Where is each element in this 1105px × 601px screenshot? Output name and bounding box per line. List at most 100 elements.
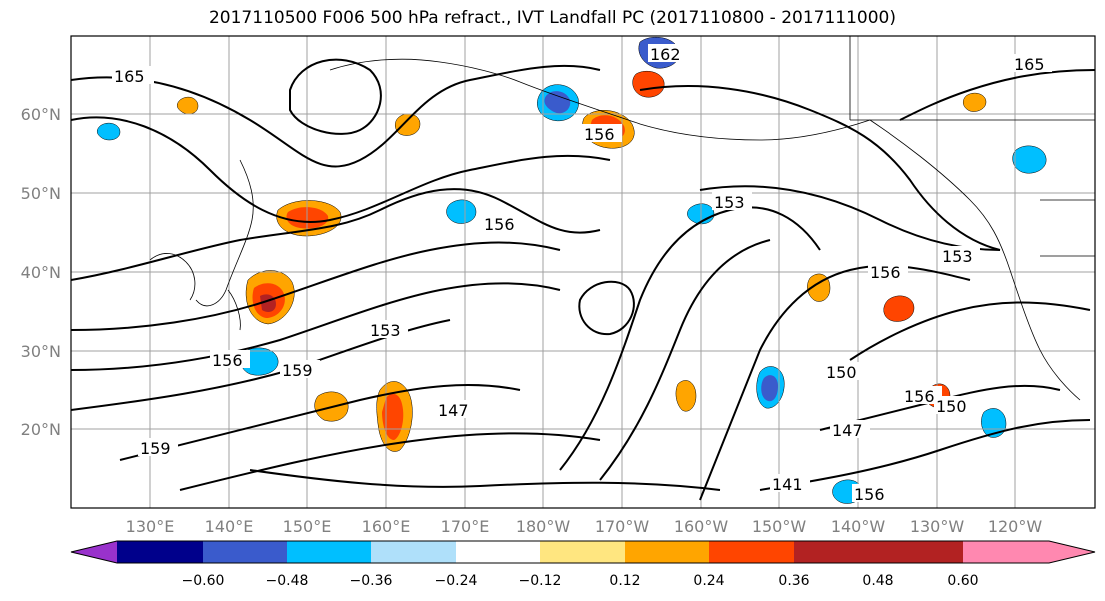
contour-label: 150 — [936, 397, 967, 416]
shade-blob — [544, 91, 571, 114]
contour-label: 147 — [832, 421, 863, 440]
contour-label: 165 — [114, 67, 145, 86]
lat-label: 20°N — [21, 420, 61, 439]
shade-blob — [675, 380, 697, 412]
colorbar-segment — [625, 541, 709, 563]
lon-label: 140°E — [205, 517, 254, 536]
label-halo — [902, 386, 942, 404]
coastline — [195, 159, 254, 307]
coastline — [1009, 269, 1081, 401]
label-halo — [824, 362, 864, 380]
colorbar-segment — [117, 541, 203, 563]
contour-label: 159 — [140, 439, 171, 458]
contour-line — [179, 432, 601, 491]
contour-line — [849, 301, 1091, 361]
coastline — [869, 119, 1011, 271]
lon-label: 130°W — [910, 517, 965, 536]
colorbar-segment — [287, 541, 371, 563]
contour-label: 156 — [484, 215, 515, 234]
contour-label: 150 — [826, 363, 857, 382]
contour-label: 159 — [282, 361, 313, 380]
lat-label: 40°N — [21, 263, 61, 282]
colorbar-tick-label: −0.36 — [350, 573, 393, 589]
label-halo — [138, 438, 178, 456]
colorbar-right-extend — [963, 541, 1095, 563]
contour-line — [71, 64, 601, 168]
colorbar-segment — [203, 541, 287, 563]
contour-label: 156 — [212, 351, 243, 370]
colorbar-segment — [456, 541, 540, 563]
lon-label: 170°W — [595, 517, 650, 536]
colorbar-tick-label: 0.12 — [609, 573, 640, 589]
label-halo — [210, 350, 250, 368]
contour-line — [699, 264, 971, 501]
longitude-axis: 130°E 140°E 150°E 160°E 170°E 180°W 170°… — [126, 517, 1043, 536]
lon-label: 140°W — [831, 517, 886, 536]
colorbar-segment — [794, 541, 878, 563]
contour-label: 156 — [870, 263, 901, 282]
contour-line — [578, 280, 635, 336]
colorbar-segment — [878, 541, 963, 563]
colorbar-segment — [540, 541, 625, 563]
contour-label: 156 — [584, 125, 615, 144]
label-halo — [112, 66, 154, 84]
contour-line — [559, 206, 821, 471]
label-halo — [940, 246, 980, 264]
shade-blob — [1012, 145, 1047, 174]
label-halo — [712, 192, 752, 210]
contour-label: 165 — [1014, 55, 1045, 74]
colorbar-segment — [709, 541, 794, 563]
shade-blob — [632, 71, 665, 98]
latitude-axis: 60°N 50°N 40°N 30°N 20°N — [21, 105, 61, 439]
label-halo — [436, 400, 476, 418]
map-layers — [71, 36, 1095, 508]
label-halo — [648, 44, 692, 62]
lon-label: 130°E — [126, 517, 175, 536]
contour-line — [759, 419, 1091, 491]
contour-label: 156 — [904, 387, 935, 406]
contour-line — [71, 241, 561, 331]
lon-label: 180°W — [516, 517, 571, 536]
label-halo — [368, 320, 408, 338]
shade-blob — [761, 375, 778, 402]
colorbar-segment — [371, 541, 456, 563]
label-halo — [1012, 54, 1052, 72]
contour-line — [119, 384, 521, 461]
contour-label: 153 — [714, 193, 745, 212]
shade-blob — [981, 408, 1007, 438]
label-halo — [280, 360, 320, 378]
shade-blob — [97, 122, 121, 141]
shade-blob — [382, 393, 404, 440]
contour-label: 147 — [438, 401, 469, 420]
contour-label: 162 — [650, 45, 681, 64]
colorbar: −0.60 −0.48 −0.36 −0.24 −0.12 0.12 0.24 … — [70, 540, 1096, 589]
colorbar-tick-label: 0.60 — [947, 573, 978, 589]
contour-label: 156 — [854, 485, 885, 504]
lon-label: 150°E — [283, 517, 332, 536]
contour-line — [71, 116, 611, 223]
colorbar-tick-label: −0.48 — [266, 573, 309, 589]
map-frame — [70, 35, 1096, 509]
map-title: 2017110500 F006 500 hPa refract., IVT La… — [208, 8, 896, 28]
colorbar-tick-label: 0.48 — [862, 573, 893, 589]
shade-blob — [883, 295, 915, 322]
label-halo — [582, 124, 622, 142]
colorbar-tick-label: 0.24 — [693, 573, 724, 589]
contour-labels: 165 162 156 156 156 153 153 159 147 159 … — [112, 44, 1052, 504]
colorbar-left-extend — [71, 541, 117, 563]
lat-label: 60°N — [21, 105, 61, 124]
contour-label: 153 — [942, 247, 973, 266]
shade-blob — [446, 199, 477, 224]
contour-line — [899, 69, 1095, 121]
lon-label: 150°W — [752, 517, 807, 536]
contour-line — [71, 188, 601, 281]
lat-label: 30°N — [21, 342, 61, 361]
contour-line — [249, 469, 721, 491]
shade-blob — [963, 92, 987, 112]
lon-label: 160°E — [362, 517, 411, 536]
coastline — [149, 253, 196, 301]
label-halo — [830, 420, 870, 438]
lat-label: 50°N — [21, 184, 61, 203]
colorbar-tick-label: −0.60 — [182, 573, 225, 589]
